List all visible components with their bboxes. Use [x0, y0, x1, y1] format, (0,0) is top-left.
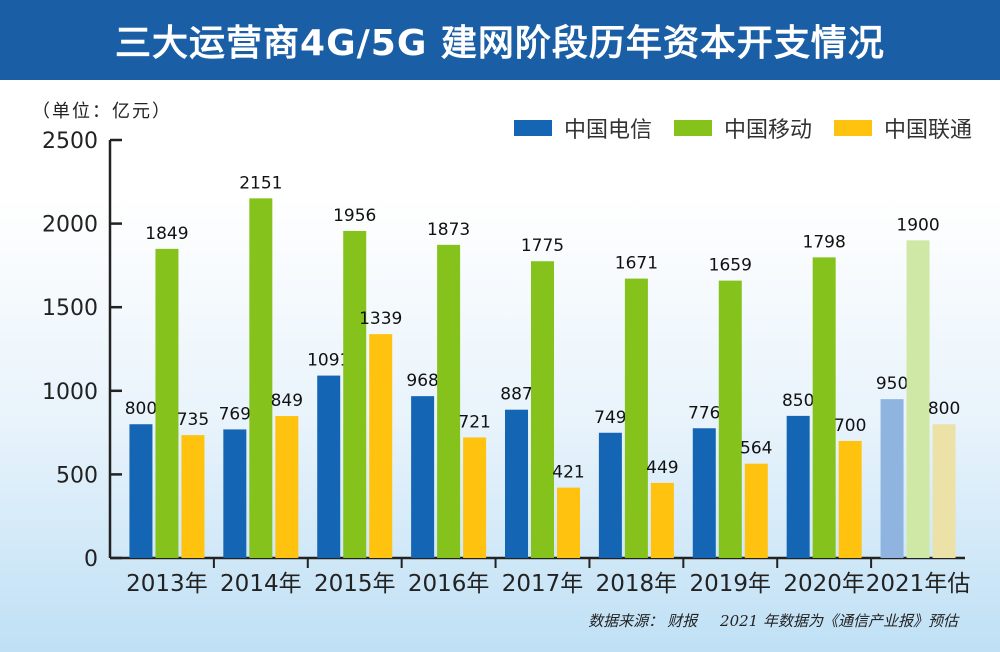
unit-label: （单位：亿元）: [32, 101, 172, 122]
bar-unicom: [275, 416, 299, 558]
data-label-unicom: 800: [928, 399, 960, 419]
legend-label-mobile: 中国移动: [723, 118, 812, 143]
bar-telecom: [692, 428, 716, 558]
bar-telecom: [505, 409, 528, 558]
y-tick-label: 500: [56, 463, 98, 488]
legend-label-unicom: 中国联通: [883, 118, 972, 143]
data-label-mobile: 1775: [521, 236, 564, 256]
bar-unicom: [650, 482, 674, 558]
bar-unicom: [463, 437, 487, 558]
legend-item-telecom: 中国电信: [513, 112, 652, 144]
data-label-telecom: 850: [782, 391, 814, 411]
bar-unicom: [181, 435, 205, 558]
data-label-telecom: 749: [594, 408, 626, 428]
bar-mobile: [531, 261, 554, 558]
bar-telecom: [411, 396, 435, 558]
y-tick-label: 1000: [42, 380, 98, 405]
x-tick-label: 2013年: [126, 571, 208, 597]
data-label-mobile: 1671: [615, 254, 658, 274]
source-estimate-note: 2021 年数据为《通信产业报》预估: [720, 612, 958, 630]
x-tick-label: 2016年: [408, 571, 490, 597]
data-label-telecom: 887: [500, 385, 532, 405]
bar-mobile: [812, 257, 836, 558]
x-tick-label: 2015年: [314, 571, 396, 597]
y-tick-label: 2500: [42, 129, 98, 154]
source-label: 数据来源：: [588, 612, 664, 630]
data-label-mobile: 1849: [145, 224, 188, 244]
bar-mobile: [906, 240, 930, 558]
legend-item-unicom: 中国联通: [833, 112, 972, 144]
chart-title: 三大运营商4G/5G 建网阶段历年资本开支情况: [115, 23, 885, 64]
legend-swatch-mobile: [673, 120, 712, 136]
legend-swatch-unicom: [833, 120, 872, 136]
data-label-telecom: 769: [219, 404, 251, 424]
data-label-unicom: 700: [834, 416, 866, 436]
data-label-mobile: 1873: [427, 220, 470, 240]
bar-unicom: [932, 424, 956, 558]
bar-unicom: [557, 487, 580, 558]
legend-label-telecom: 中国电信: [563, 118, 652, 143]
x-tick-label: 2018年: [596, 571, 678, 597]
bar-telecom: [880, 399, 904, 558]
data-label-telecom: 968: [406, 371, 438, 391]
bar-unicom: [369, 334, 393, 558]
bar-mobile: [624, 278, 648, 558]
y-tick-label: 1500: [42, 296, 98, 321]
legend: 中国电信 中国移动 中国联通: [513, 112, 972, 144]
x-tick-label: 2017年: [502, 571, 584, 597]
data-label-telecom: 776: [688, 403, 720, 423]
data-label-unicom: 721: [458, 412, 490, 432]
bar-telecom: [786, 415, 810, 558]
data-label-telecom: 800: [125, 399, 157, 419]
data-label-mobile: 1798: [803, 232, 846, 252]
bar-unicom: [838, 440, 862, 558]
bar-mobile: [343, 230, 367, 559]
bar-mobile: [437, 244, 461, 558]
title-bar: 三大运营商4G/5G 建网阶段历年资本开支情况: [0, 0, 1000, 80]
data-label-unicom: 449: [646, 458, 678, 478]
data-label-mobile: 1659: [709, 256, 752, 276]
source-note: 数据来源： 财报 2021 年数据为《通信产业报》预估: [584, 610, 958, 631]
bar-telecom: [223, 429, 247, 558]
bar-telecom: [129, 424, 153, 558]
source-text: 财报: [667, 612, 698, 630]
data-label-telecom: 1091: [307, 351, 350, 371]
data-label-unicom: 421: [552, 463, 584, 483]
data-label-mobile: 1900: [896, 215, 939, 235]
bar-unicom: [744, 463, 768, 558]
bar-mobile: [718, 280, 742, 558]
x-tick-label: 2019年: [690, 571, 772, 597]
bar-mobile: [155, 248, 179, 558]
x-tick-label: 2021年估: [866, 571, 971, 597]
y-tick-label: 2000: [42, 213, 98, 238]
data-label-unicom: 849: [271, 391, 303, 411]
bar-mobile: [249, 198, 273, 559]
data-label-telecom: 950: [876, 374, 908, 394]
bar-telecom: [598, 432, 622, 558]
x-tick-label: 2014年: [220, 571, 302, 597]
x-tick-label: 2020年: [783, 571, 865, 597]
data-label-mobile: 1956: [333, 206, 376, 226]
legend-swatch-telecom: [513, 120, 552, 136]
data-label-unicom: 1339: [359, 309, 402, 329]
data-label-mobile: 2151: [239, 173, 282, 193]
bar-telecom: [317, 375, 341, 558]
legend-item-mobile: 中国移动: [673, 112, 812, 144]
data-label-unicom: 564: [740, 439, 772, 459]
data-label-unicom: 735: [177, 410, 209, 430]
y-tick-label: 0: [84, 547, 98, 572]
